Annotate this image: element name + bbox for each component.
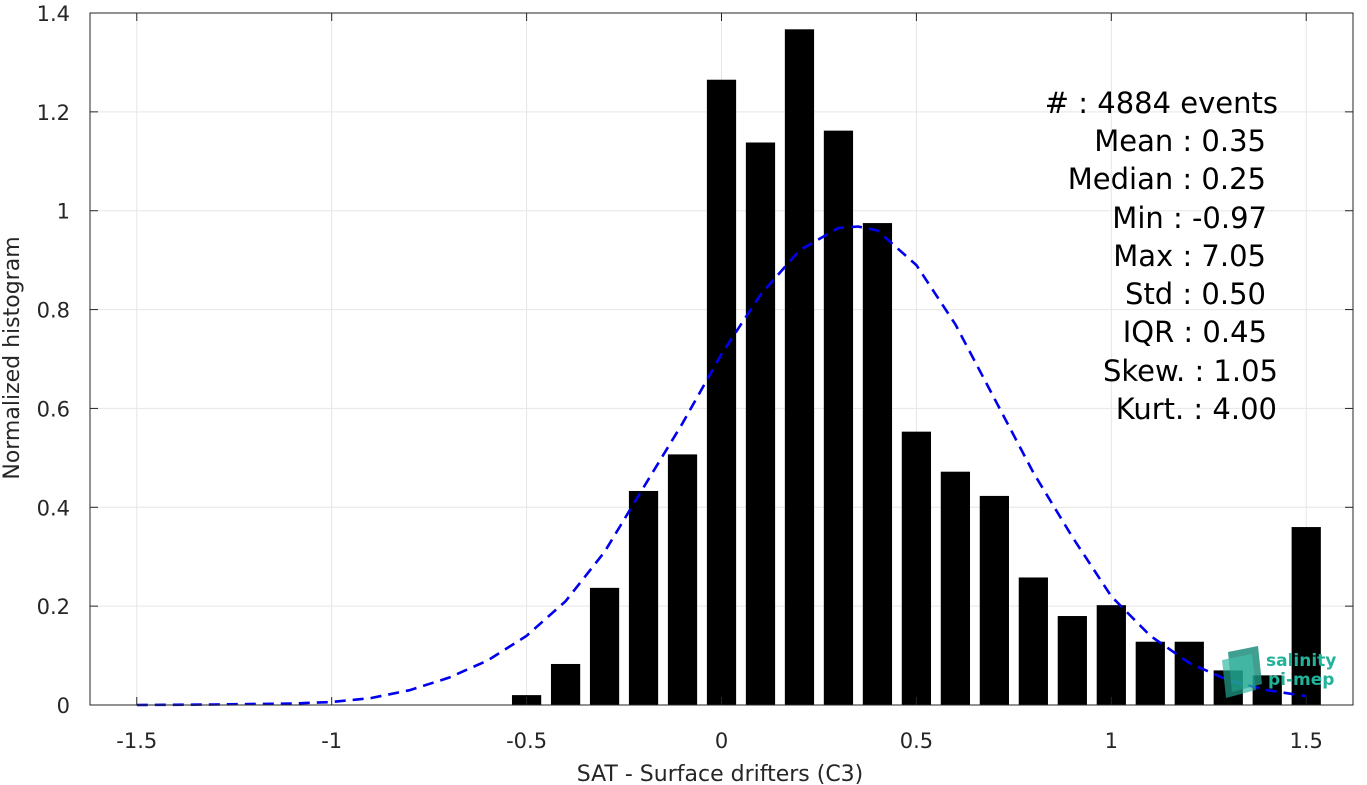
x-tick-label: 0	[715, 729, 728, 753]
y-tick-label: 0.8	[37, 299, 70, 323]
histogram-bar	[979, 495, 1009, 705]
cube-icon	[1222, 646, 1262, 698]
histogram-bar	[1018, 577, 1048, 705]
histogram-bar	[862, 223, 893, 706]
y-axis-label: Normalized histogram	[0, 236, 25, 479]
histogram-bar	[1057, 616, 1087, 705]
x-axis-label: SAT - Surface drifters (C3)	[577, 762, 864, 785]
bar-series	[511, 29, 1321, 706]
x-tick-label: 0.5	[900, 729, 933, 753]
salinity-pi-mep-logo: salinity pi-mep	[1222, 646, 1336, 698]
y-tick-label: 1.4	[37, 2, 70, 26]
stat-mean: Mean : 0.35	[1094, 124, 1266, 158]
x-tick-label: -1	[321, 729, 342, 753]
fit-curve	[136, 225, 1307, 707]
stat-min: Min : -0.97	[1112, 201, 1267, 235]
histogram-bar	[667, 454, 698, 705]
logo-text-salinity: salinity	[1266, 651, 1336, 671]
histogram-bar	[1096, 605, 1126, 705]
stat-iqr: IQR : 0.45	[1123, 315, 1267, 349]
logo-text-pi-mep: pi-mep	[1268, 670, 1334, 690]
histogram-bar	[901, 431, 932, 705]
y-tick-label: 0.2	[37, 595, 70, 619]
stat-std: Std : 0.50	[1125, 277, 1266, 311]
x-tick-label: -1.5	[116, 729, 157, 753]
histogram-bar	[784, 29, 815, 706]
histogram-bar	[1291, 527, 1321, 705]
y-tick-label: 0	[57, 694, 70, 718]
stat-events: # : 4884 events	[1045, 86, 1278, 120]
y-tick-label: 0.6	[37, 397, 70, 421]
stat-median: Median : 0.25	[1068, 162, 1266, 196]
histogram-bar	[940, 471, 971, 705]
stat-kurt: Kurt. : 4.00	[1116, 392, 1277, 426]
stats-box: # : 4884 events Mean : 0.35 Median : 0.2…	[1045, 86, 1278, 426]
histogram-bar	[823, 130, 854, 705]
histogram-bar	[745, 142, 776, 705]
histogram-bar	[706, 79, 737, 705]
histogram-bar	[1174, 641, 1204, 705]
histogram-bar	[628, 490, 659, 705]
x-tick-label: -0.5	[506, 729, 547, 753]
y-axis-ticks: 0 0.2 0.4 0.6 0.8 1 1.2 1.4	[37, 2, 1353, 718]
y-tick-label: 1	[57, 200, 70, 224]
x-tick-label: 1.5	[1290, 729, 1323, 753]
stat-skew: Skew. : 1.05	[1103, 354, 1278, 388]
x-axis-ticks: -1.5 -1 -0.5 0 0.5 1 1.5	[116, 13, 1323, 753]
stat-max: Max : 7.05	[1113, 239, 1266, 273]
histogram-bar	[1135, 641, 1165, 705]
histogram-bar	[589, 587, 620, 705]
y-tick-label: 1.2	[37, 101, 70, 125]
y-tick-label: 0.4	[37, 496, 70, 520]
x-tick-label: 1	[1105, 729, 1118, 753]
histogram-bar	[550, 663, 581, 705]
